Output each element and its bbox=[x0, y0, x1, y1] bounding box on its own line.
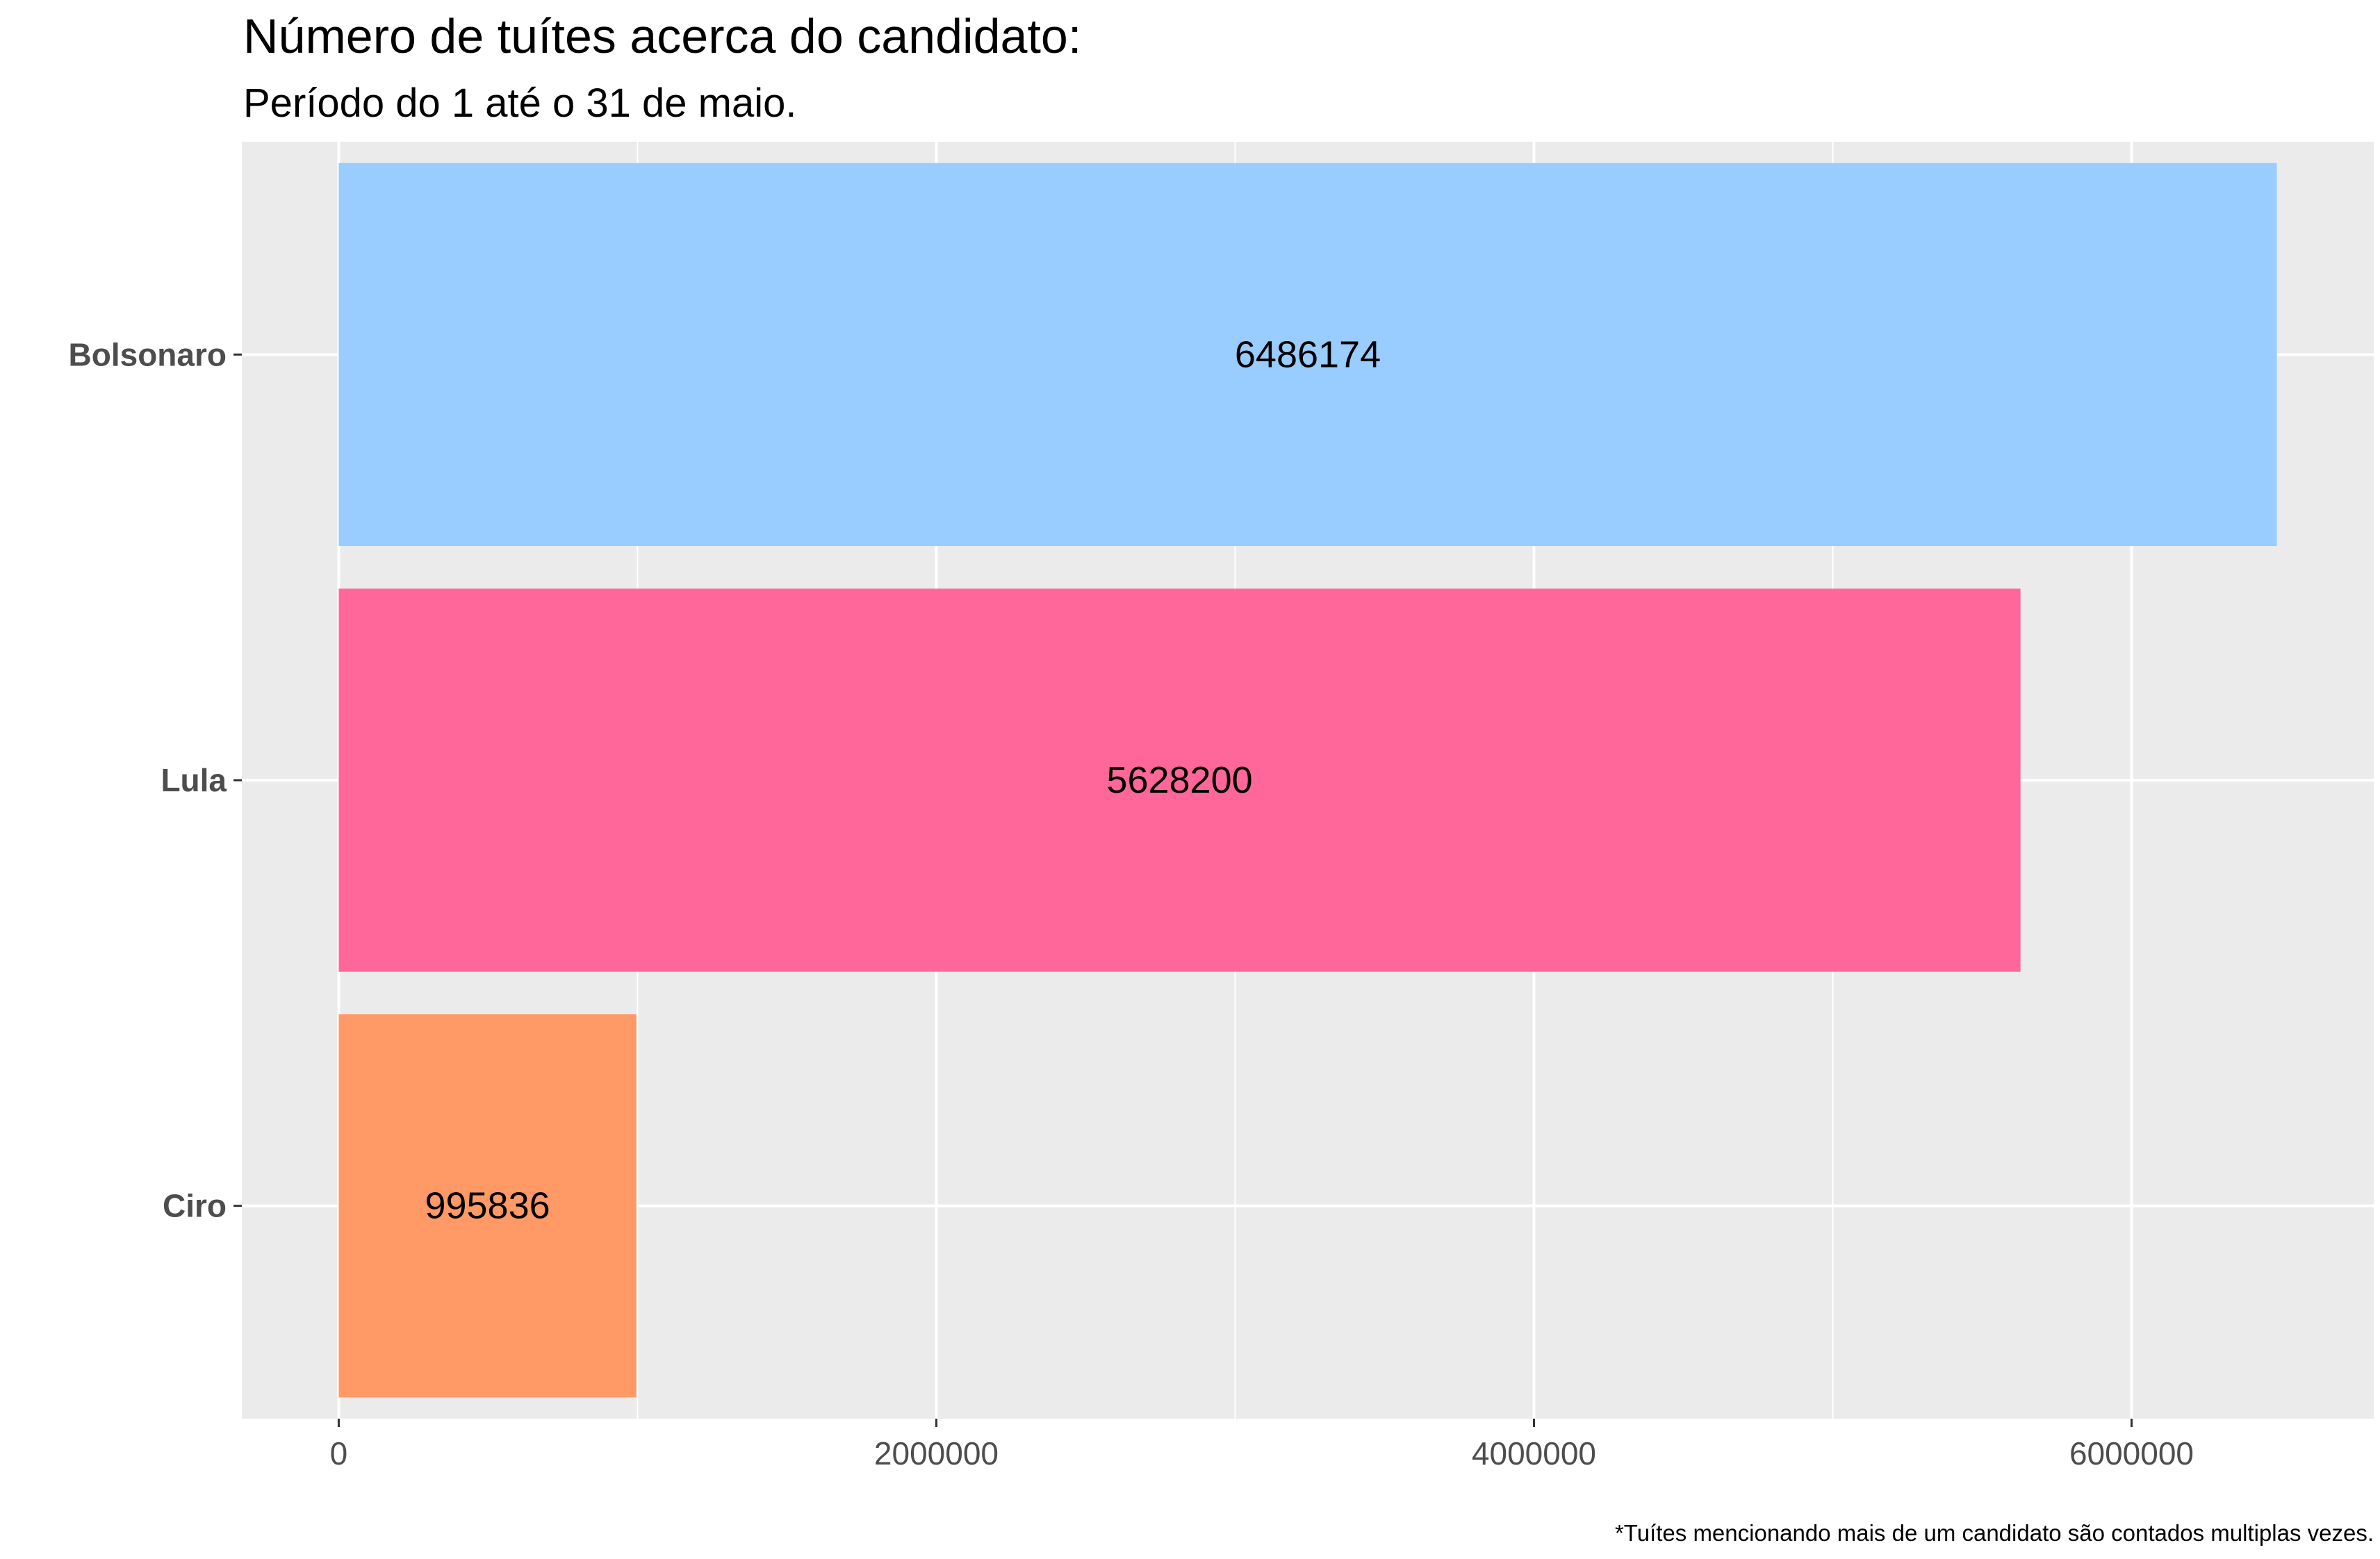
bars bbox=[338, 163, 2277, 1398]
data-label-bolsonaro: 6486174 bbox=[1235, 333, 1381, 375]
y-tick-label: Ciro bbox=[163, 1188, 227, 1224]
y-tick-label: Lula bbox=[161, 762, 227, 798]
x-tick-label: 2000000 bbox=[874, 1435, 999, 1471]
chart-subtitle: Período do 1 até o 31 de maio. bbox=[243, 81, 796, 126]
data-labels: 6486174 5628200 995836 bbox=[425, 333, 1381, 1226]
bar-ciro bbox=[338, 1014, 637, 1398]
x-tick-label: 4000000 bbox=[1472, 1435, 1596, 1471]
y-axis: Bolsonaro Lula Ciro bbox=[69, 336, 242, 1224]
x-tick-label: 0 bbox=[330, 1435, 348, 1471]
data-label-lula: 5628200 bbox=[1106, 759, 1252, 801]
x-tick-label: 6000000 bbox=[2069, 1435, 2194, 1471]
x-axis: 0 2000000 4000000 6000000 bbox=[330, 1419, 2194, 1471]
y-tick-label: Bolsonaro bbox=[69, 336, 227, 372]
chart-caption: *Tuítes mencionando mais de um candidato… bbox=[1615, 1520, 2374, 1546]
bar-lula bbox=[338, 588, 2021, 972]
data-label-ciro: 995836 bbox=[425, 1185, 550, 1227]
chart-title: Número de tuítes acerca do candidato: bbox=[243, 9, 1081, 63]
bar-bolsonaro bbox=[338, 163, 2277, 547]
